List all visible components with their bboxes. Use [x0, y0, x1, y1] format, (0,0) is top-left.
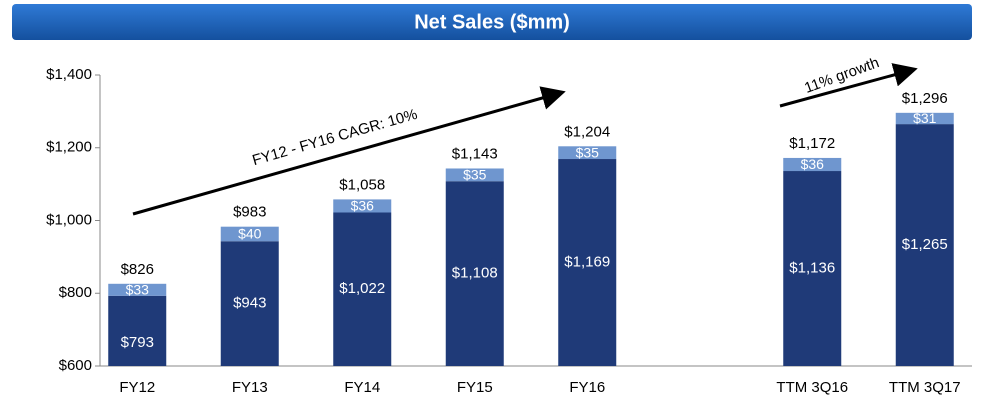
y-tick-label: $1,000 [46, 211, 92, 228]
total-label: $1,296 [902, 90, 948, 107]
value-label: $40 [238, 226, 262, 242]
bar-segment [220, 241, 279, 366]
value-label: $36 [351, 198, 375, 214]
total-label: $1,143 [452, 145, 498, 162]
total-label: $1,058 [339, 176, 385, 193]
x-tick-label: TTM 3Q17 [889, 379, 961, 396]
x-tick-label: FY12 [119, 379, 155, 396]
bar-segment [895, 112, 954, 125]
value-label: $33 [126, 281, 150, 297]
bar-segment [333, 199, 392, 213]
arrow [132, 86, 566, 216]
x-tick-label: FY16 [569, 379, 605, 396]
bar-segment [220, 226, 279, 242]
y-tick-label: $1,400 [46, 66, 92, 83]
chart-title: Net Sales ($mm) [414, 11, 570, 33]
annotation: FY12 - FY16 CAGR: 10% [250, 106, 419, 169]
bar-segment [333, 212, 392, 366]
value-label: $1,169 [564, 253, 610, 270]
bar-segment [558, 159, 617, 366]
total-label: $1,204 [564, 123, 610, 140]
value-label: $31 [913, 110, 937, 126]
bar-segment [783, 171, 842, 366]
y-tick-label: $800 [59, 284, 92, 301]
y-tick-label: $600 [59, 357, 92, 374]
total-label: $983 [233, 204, 266, 221]
value-label: $1,022 [339, 280, 385, 297]
total-label: $1,172 [789, 135, 835, 152]
value-label: $36 [801, 156, 825, 172]
value-label: $1,108 [452, 265, 498, 282]
value-label: $1,136 [789, 259, 835, 276]
bar-segment [783, 157, 842, 172]
total-label: $826 [121, 261, 154, 278]
bar-segment [445, 181, 504, 366]
arrow [779, 63, 918, 108]
value-label: $943 [233, 295, 266, 312]
x-tick-label: FY14 [344, 379, 380, 396]
title-banner [12, 4, 972, 40]
bar-segment [108, 283, 167, 296]
value-label: $793 [121, 334, 154, 351]
bar-segment [445, 168, 504, 182]
value-label: $35 [463, 167, 487, 183]
bar-segment [558, 146, 617, 160]
value-label: $1,265 [902, 236, 948, 253]
value-label: $35 [576, 144, 600, 160]
y-tick-label: $1,200 [46, 139, 92, 156]
x-tick-label: FY13 [232, 379, 268, 396]
bar-segment [108, 295, 167, 366]
x-tick-label: TTM 3Q16 [776, 379, 848, 396]
bar-segment [895, 124, 954, 366]
x-tick-label: FY15 [457, 379, 493, 396]
